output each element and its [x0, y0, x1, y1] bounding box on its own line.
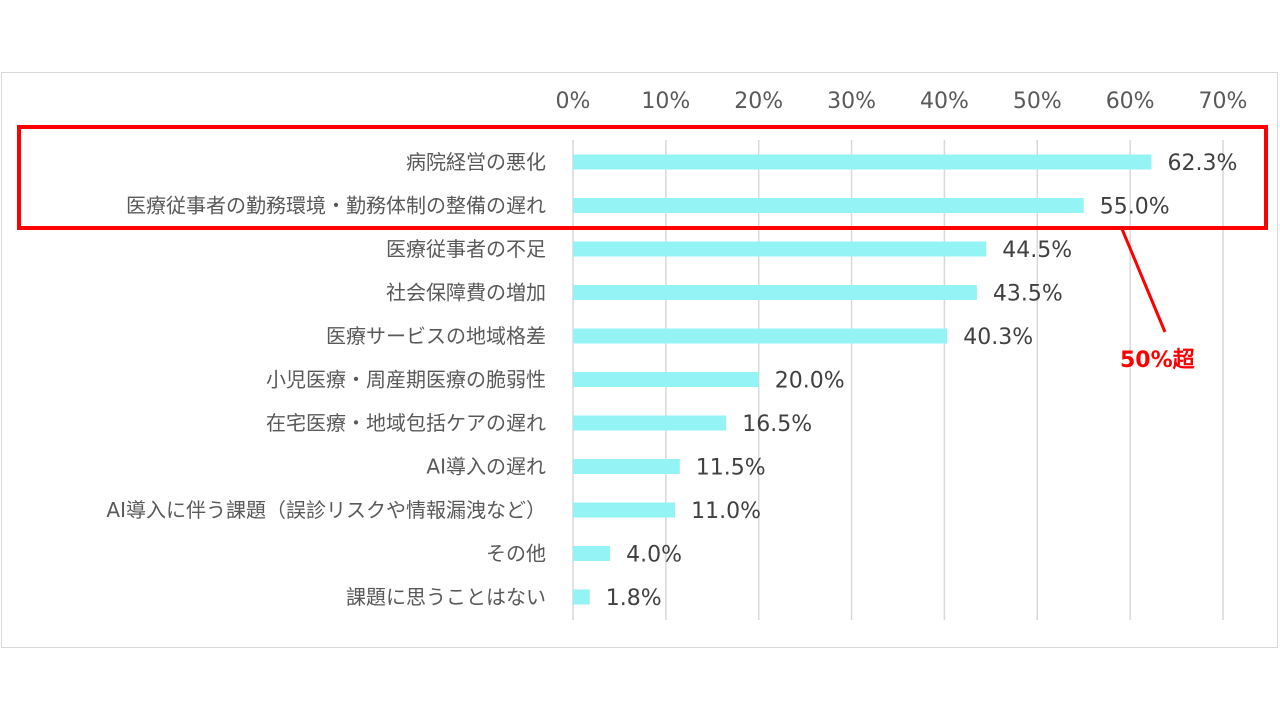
data-label: 20.0% — [775, 369, 845, 394]
data-label: 16.5% — [742, 412, 812, 437]
data-label: 1.8% — [606, 586, 662, 611]
data-label: 55.0% — [1100, 195, 1170, 220]
bar — [573, 154, 1152, 170]
bar — [573, 198, 1084, 213]
data-label: 4.0% — [626, 543, 682, 568]
x-tick-label: 10% — [641, 89, 690, 114]
bar — [573, 415, 727, 431]
data-label: 40.3% — [963, 325, 1033, 350]
category-label: 課題に思うことはない — [346, 585, 546, 609]
x-tick-label: 50% — [1013, 89, 1062, 114]
data-label: 44.5% — [1002, 238, 1072, 263]
bar — [573, 502, 676, 518]
category-label: AI導入の遅れ — [426, 455, 546, 479]
category-label: 医療従事者の不足 — [386, 237, 546, 261]
x-tick-label: 30% — [827, 89, 876, 114]
bar — [573, 372, 759, 387]
category-label: 小児医療・周産期医療の脆弱性 — [266, 368, 546, 392]
bar — [573, 459, 680, 474]
category-label: 医療サービスの地域格差 — [326, 324, 546, 348]
bar — [573, 546, 611, 561]
x-tick-label: 0% — [556, 89, 591, 114]
x-tick-label: 70% — [1199, 89, 1248, 114]
category-label: 医療従事者の勤務環境・勤務体制の整備の遅れ — [126, 194, 546, 218]
chart-frame — [1, 72, 1278, 648]
highlight-box — [17, 125, 1268, 230]
bar — [573, 328, 948, 344]
category-label: その他 — [486, 542, 546, 566]
annotation-leader-line — [1120, 228, 1167, 333]
bar — [573, 241, 987, 257]
data-label: 62.3% — [1168, 151, 1238, 176]
annotation-label: 50%超 — [1120, 348, 1195, 373]
bar — [573, 589, 590, 605]
category-label: 在宅医療・地域包括ケアの遅れ — [266, 411, 546, 435]
category-label: AI導入に伴う課題（誤診リスクや情報漏洩など） — [106, 498, 546, 522]
data-label: 11.5% — [696, 456, 766, 481]
bar — [573, 285, 977, 300]
data-label: 43.5% — [993, 282, 1063, 307]
x-tick-label: 40% — [920, 89, 969, 114]
x-tick-label: 20% — [734, 89, 783, 114]
category-label: 社会保障費の増加 — [386, 281, 546, 305]
category-label: 病院経営の悪化 — [406, 150, 546, 174]
x-tick-label: 60% — [1106, 89, 1155, 114]
data-label: 11.0% — [691, 499, 761, 524]
